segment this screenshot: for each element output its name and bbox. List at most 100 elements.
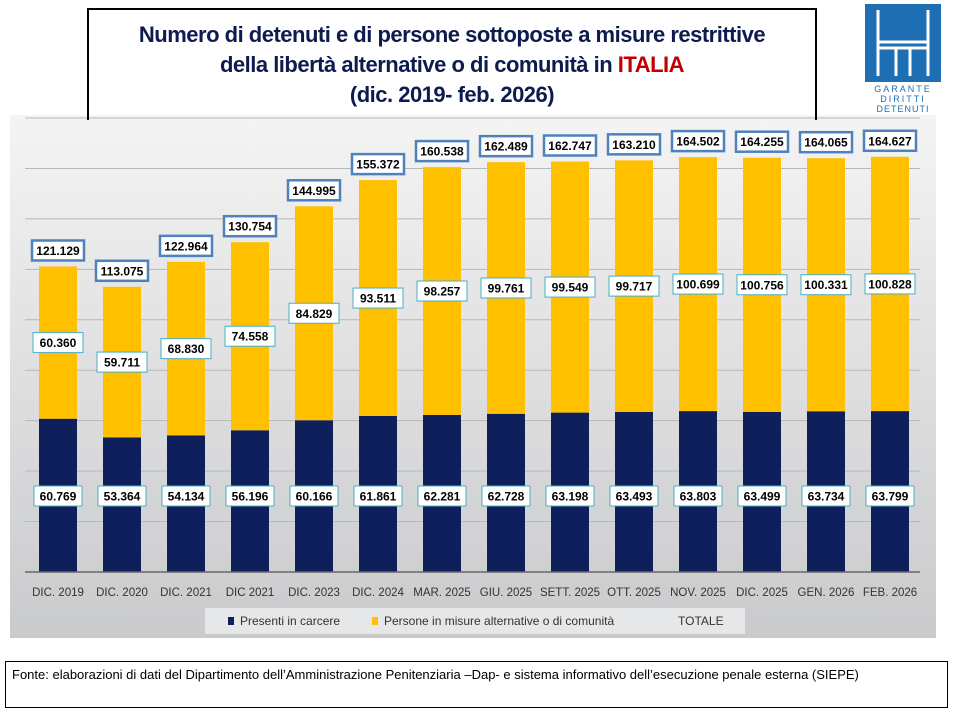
data-label-totale: 155.372 — [356, 158, 400, 172]
data-label-misure-box — [32, 332, 84, 354]
data-label-misure: 74.558 — [232, 330, 269, 344]
data-label-totale: 164.255 — [740, 135, 784, 149]
data-label-presenti-box — [673, 485, 723, 507]
data-label-presenti-box — [289, 485, 339, 507]
data-label-misure-box — [288, 302, 340, 324]
data-label-presenti: 53.364 — [104, 490, 141, 504]
svg-text:DETENUTI: DETENUTI — [877, 104, 930, 114]
legend-label-totale: TOTALE — [678, 614, 724, 628]
data-label-presenti: 63.499 — [744, 490, 781, 504]
data-label-presenti-box — [865, 485, 915, 507]
data-label-misure: 68.830 — [168, 342, 205, 356]
data-label-presenti-box — [353, 485, 403, 507]
data-label-totale-box — [158, 234, 214, 258]
title-line-2: della libertà alternative o di comunità … — [219, 52, 685, 77]
data-label-totale-box — [286, 179, 342, 202]
legend-label-misure: Persone in misure alternative o di comun… — [384, 614, 614, 628]
data-label-misure: 93.511 — [360, 292, 396, 306]
data-label-totale-box — [798, 130, 854, 154]
x-tick-label: DIC. 2025 — [736, 587, 788, 599]
data-label-misure: 98.257 — [424, 285, 461, 299]
data-label-presenti: 62.728 — [488, 490, 525, 504]
data-label-totale-box — [478, 134, 534, 158]
data-label-totale-box — [94, 259, 150, 283]
data-label-misure: 84.829 — [296, 307, 333, 321]
data-label-totale: 164.627 — [868, 134, 912, 148]
data-label-misure-box — [864, 273, 916, 295]
data-label-presenti: 61.861 — [360, 490, 397, 504]
x-tick-label: SETT. 2025 — [540, 587, 600, 599]
data-label-presenti-box — [481, 485, 531, 507]
x-tick-label: FEB. 2026 — [863, 587, 917, 599]
data-label-presenti: 63.734 — [808, 490, 845, 504]
data-label-presenti: 63.198 — [552, 490, 589, 504]
svg-text:DIRITTI: DIRITTI — [880, 94, 926, 104]
data-label-totale: 163.210 — [612, 138, 656, 152]
data-label-presenti: 63.493 — [616, 490, 653, 504]
data-label-presenti-box — [801, 485, 851, 507]
data-label-misure: 99.717 — [616, 280, 653, 294]
data-label-presenti: 63.799 — [872, 490, 909, 504]
data-label-totale: 122.964 — [164, 239, 208, 253]
data-label-presenti-box — [737, 485, 787, 507]
x-tick-label: GEN. 2026 — [798, 587, 855, 599]
data-label-totale: 160.538 — [420, 145, 464, 159]
data-label-presenti-box — [545, 485, 595, 507]
x-tick-label: DIC. 2024 — [352, 587, 404, 599]
data-label-misure-box — [608, 275, 660, 297]
title-line-3: (dic. 2019- feb. 2026) — [349, 82, 555, 107]
data-label-misure: 60.360 — [40, 336, 77, 350]
data-label-presenti-box — [417, 485, 467, 507]
garante-logo: GARANTE DIRITTI DETENUTI — [865, 4, 941, 114]
data-label-presenti: 62.281 — [424, 490, 461, 504]
data-label-totale: 130.754 — [228, 220, 272, 234]
data-label-totale: 121.129 — [36, 244, 80, 258]
data-label-totale-box — [862, 129, 918, 153]
data-label-misure: 100.828 — [868, 277, 912, 291]
data-label-presenti-box — [225, 485, 275, 507]
data-label-misure-box — [160, 338, 212, 360]
data-label-misure-box — [96, 351, 148, 373]
data-label-presenti-box — [33, 485, 83, 507]
chart-background — [10, 115, 936, 638]
x-tick-label: MAR. 2025 — [413, 587, 471, 599]
data-label-misure-box — [224, 325, 276, 347]
data-label-totale: 164.502 — [676, 135, 720, 149]
data-label-totale-box — [222, 214, 278, 238]
data-label-totale: 162.489 — [484, 140, 528, 154]
data-label-misure: 59.711 — [104, 356, 140, 370]
data-label-totale: 144.995 — [292, 184, 336, 198]
x-tick-label: OTT. 2025 — [607, 587, 661, 599]
legend-swatch-presenti — [228, 617, 234, 625]
data-label-totale-box — [670, 129, 726, 153]
data-label-totale-box — [350, 152, 406, 176]
data-label-totale: 164.065 — [804, 136, 848, 150]
data-label-totale: 162.747 — [548, 139, 592, 153]
data-label-presenti-box — [161, 485, 211, 507]
data-label-totale-box — [30, 239, 86, 262]
data-label-misure-box — [480, 277, 532, 299]
data-label-presenti: 54.134 — [168, 490, 205, 504]
data-label-totale: 113.075 — [101, 264, 144, 278]
data-label-misure-box — [416, 280, 468, 302]
data-label-presenti: 56.196 — [232, 490, 269, 504]
x-tick-label: DIC. 2019 — [32, 587, 84, 599]
title-line-1: Numero di detenuti e di persone sottopos… — [138, 22, 766, 47]
chart-title: Numero di detenuti e di persone sottopos… — [87, 8, 817, 120]
data-label-presenti: 60.166 — [296, 490, 333, 504]
source-note: Fonte: elaborazioni di dati del Dipartim… — [5, 661, 948, 708]
data-label-misure-box — [672, 273, 724, 295]
x-tick-label: DIC 2021 — [226, 587, 275, 599]
data-label-misure-box — [544, 276, 596, 298]
data-label-misure-box — [800, 274, 852, 296]
data-label-totale-box — [542, 134, 598, 157]
x-tick-label: NOV. 2025 — [670, 587, 726, 599]
data-label-misure: 99.549 — [552, 281, 589, 295]
x-tick-label: DIC. 2020 — [96, 587, 148, 599]
data-label-totale-box — [414, 139, 470, 163]
data-label-presenti-box — [97, 485, 147, 507]
data-label-presenti: 60.769 — [40, 490, 77, 504]
data-label-misure: 100.331 — [804, 278, 848, 292]
svg-text:GARANTE: GARANTE — [874, 84, 932, 94]
